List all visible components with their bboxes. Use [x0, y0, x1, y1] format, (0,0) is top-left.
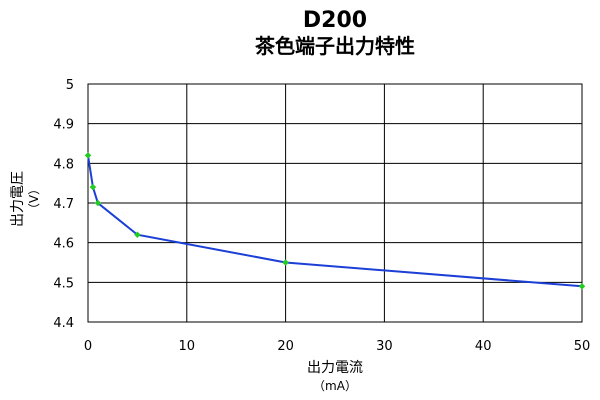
- chart-title: D200: [302, 8, 368, 33]
- y-tick-label: 4.4: [53, 316, 74, 331]
- y-axis-title: 出力電圧: [10, 171, 26, 227]
- chart-subtitle: 茶色端子出力特性: [255, 34, 415, 58]
- y-tick-label: 4.8: [53, 157, 74, 172]
- x-axis-title: 出力電流: [307, 360, 363, 376]
- y-tick-label: 4.7: [53, 197, 74, 212]
- x-tick-label: 10: [179, 339, 196, 354]
- plot-area: [87, 83, 583, 323]
- y-tick-label: 5: [66, 78, 74, 93]
- data-point: [84, 152, 92, 159]
- x-tick-label: 20: [277, 339, 294, 354]
- data-point: [578, 282, 586, 290]
- y-axis-unit: （V）: [27, 183, 41, 215]
- data-point: [134, 231, 141, 239]
- data-point: [89, 183, 97, 191]
- x-tick-label: 40: [475, 339, 492, 354]
- grid-lines: [87, 83, 583, 323]
- tick-labels: 0 10 20 30 40 50 4.4 4.5 4.6 4.7 4.8 4.9 5: [53, 78, 590, 354]
- x-tick-label: 30: [376, 339, 393, 354]
- y-tick-label: 4.6: [53, 237, 74, 252]
- x-tick-label: 0: [84, 339, 92, 354]
- data-point: [94, 199, 102, 207]
- series-line: [87, 155, 583, 288]
- y-tick-label: 4.5: [53, 276, 74, 291]
- x-axis-unit: （mA）: [313, 379, 357, 393]
- x-tick-label: 50: [574, 339, 591, 354]
- data-series: [84, 152, 586, 290]
- data-point: [282, 259, 289, 266]
- y-tick-label: 4.9: [53, 118, 74, 133]
